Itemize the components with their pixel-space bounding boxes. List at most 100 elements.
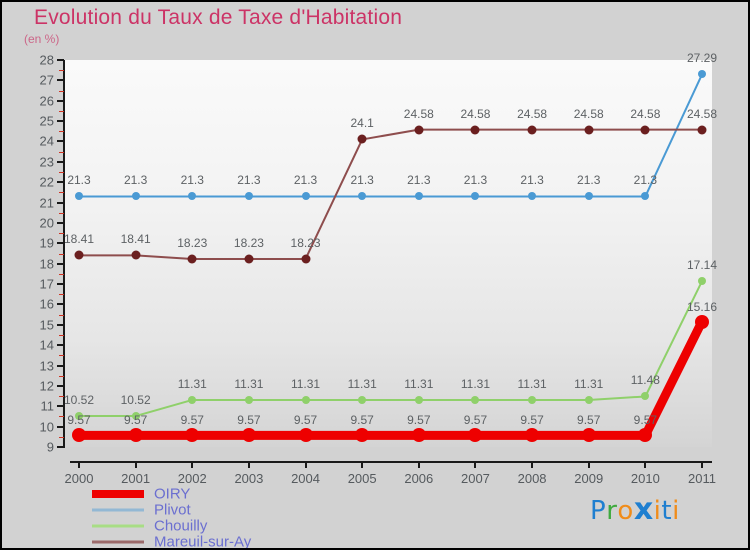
data-point[interactable] <box>471 395 480 404</box>
x-axis-tick <box>304 461 307 468</box>
x-axis-label: 2006 <box>404 471 434 486</box>
data-point-label: 9.57 <box>520 413 544 428</box>
logo-char: P <box>590 496 607 526</box>
data-point[interactable] <box>414 125 424 135</box>
x-axis-label: 2005 <box>347 471 377 486</box>
data-point[interactable] <box>527 125 537 135</box>
data-point[interactable] <box>471 192 480 201</box>
y-axis-tick <box>57 283 64 286</box>
data-point[interactable] <box>640 125 650 135</box>
data-point[interactable] <box>72 428 86 443</box>
data-point[interactable] <box>188 192 197 201</box>
data-point[interactable] <box>698 277 706 286</box>
data-point[interactable] <box>355 428 370 443</box>
data-point[interactable] <box>697 125 707 135</box>
y-axis-tick <box>57 446 64 448</box>
data-point-label: 9.57 <box>577 413 601 428</box>
data-point[interactable] <box>414 395 423 404</box>
data-point[interactable] <box>244 254 254 264</box>
y-axis-label: 20 <box>39 215 54 231</box>
data-point[interactable] <box>411 428 426 443</box>
data-point-label: 10.52 <box>63 393 95 408</box>
data-point[interactable] <box>298 428 313 443</box>
data-point[interactable] <box>468 428 483 443</box>
data-point[interactable] <box>641 192 650 201</box>
x-axis-label: 2011 <box>688 471 716 486</box>
data-point[interactable] <box>188 395 197 404</box>
data-point[interactable] <box>75 192 83 201</box>
data-point[interactable] <box>638 428 653 443</box>
proxiti-logo[interactable]: Proxiti <box>590 492 680 527</box>
legend-item-chouilly[interactable]: Chouilly <box>92 517 422 535</box>
data-point-label: 18.23 <box>290 235 321 250</box>
data-point[interactable] <box>128 428 143 443</box>
series-line-plivot <box>78 73 703 198</box>
data-point[interactable] <box>185 428 200 443</box>
data-point[interactable] <box>131 192 140 201</box>
data-point[interactable] <box>358 395 367 404</box>
page-title: Evolution du Taux de Taxe d'Habitation <box>34 6 403 29</box>
y-axis-label: 22 <box>39 174 54 190</box>
data-point[interactable] <box>187 254 197 264</box>
y-axis-minor-tick <box>59 151 64 153</box>
data-point[interactable] <box>301 192 310 201</box>
x-axis-label: 2004 <box>291 471 320 486</box>
plot-area: 21.3 21.3 21.3 21.3 21.3 21.3 21.3 21.3 21.3 21.3… <box>63 51 717 447</box>
y-axis-minor-tick <box>59 131 64 133</box>
data-point[interactable] <box>525 428 540 443</box>
y-axis-label: 21 <box>39 195 54 211</box>
data-point[interactable] <box>695 314 709 329</box>
data-point[interactable] <box>244 395 253 404</box>
x-axis-tick <box>247 461 250 468</box>
data-point[interactable] <box>301 254 311 264</box>
data-point-label: 24.58 <box>573 106 604 121</box>
data-point[interactable] <box>301 395 310 404</box>
data-point[interactable] <box>584 125 594 135</box>
data-point[interactable] <box>584 395 593 404</box>
data-point-label: 9.57 <box>633 413 658 428</box>
legend-item-mareuil-sur-ay[interactable]: Mareuil-sur-Ay <box>92 534 422 548</box>
data-point[interactable] <box>470 125 480 135</box>
data-point-label: 21.3 <box>123 173 148 188</box>
x-axis-tick <box>134 461 137 468</box>
data-point[interactable] <box>584 192 593 201</box>
data-point[interactable] <box>698 70 706 79</box>
legend-label: Chouilly <box>154 517 208 535</box>
data-point[interactable] <box>358 192 367 201</box>
data-point[interactable] <box>244 192 253 201</box>
y-axis-tick <box>57 242 64 245</box>
data-point-label: 27.29 <box>686 51 718 66</box>
y-axis-minor-tick <box>59 396 64 398</box>
legend-item-oiry[interactable]: OIRY <box>92 486 422 503</box>
y-axis-minor-tick <box>59 416 64 418</box>
y-axis-tick <box>57 79 64 82</box>
y-axis <box>63 60 65 448</box>
data-point-label: 9.57 <box>67 413 91 428</box>
legend-item-plivot[interactable]: Plivot <box>92 502 422 519</box>
data-point[interactable] <box>75 412 83 421</box>
data-point-label: 24.58 <box>630 106 661 121</box>
x-axis-label: 2000 <box>64 471 94 486</box>
data-point-label: 10.52 <box>120 393 151 408</box>
data-point-label: 11.31 <box>347 376 377 391</box>
data-point[interactable] <box>414 192 423 201</box>
data-point-label: 24.58 <box>460 106 491 121</box>
data-point[interactable] <box>581 428 596 443</box>
data-point-label: 21.3 <box>67 173 91 188</box>
data-point[interactable] <box>641 392 650 401</box>
y-axis-minor-tick <box>59 436 64 438</box>
data-point[interactable] <box>131 412 140 421</box>
y-axis-minor-tick <box>59 233 64 235</box>
data-point[interactable] <box>131 250 141 260</box>
data-point[interactable] <box>528 192 537 201</box>
data-point-label: 9.57 <box>237 413 261 428</box>
data-point[interactable] <box>357 134 367 144</box>
data-point-label: 17.14 <box>686 258 718 273</box>
data-point[interactable] <box>74 250 84 260</box>
series-line-oiry <box>74 317 707 440</box>
y-axis-label: 27 <box>39 72 54 88</box>
y-axis-label: 24 <box>39 133 54 149</box>
data-point[interactable] <box>528 395 537 404</box>
data-point[interactable] <box>241 428 256 443</box>
x-axis-tick <box>531 461 534 468</box>
